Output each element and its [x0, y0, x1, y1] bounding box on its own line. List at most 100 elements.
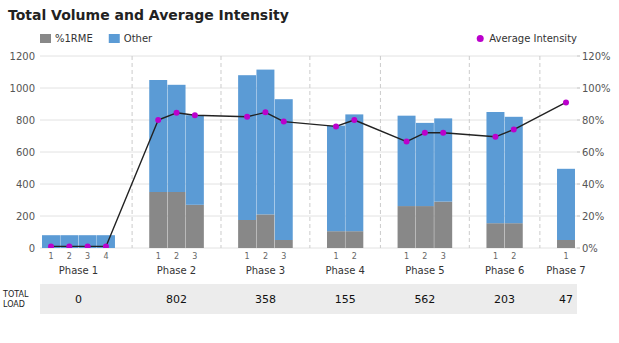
- bar: [256, 70, 274, 215]
- bar: [416, 206, 434, 248]
- y2-tick-label: 20%: [582, 211, 604, 222]
- group-label: Phase 2: [157, 265, 196, 276]
- y2-tick-label: 40%: [582, 179, 604, 190]
- grid-line: [40, 88, 577, 89]
- y2-tick: [577, 88, 580, 89]
- y-tick-label: 800: [16, 115, 35, 126]
- intensity-point: [192, 112, 198, 118]
- bar: [256, 214, 274, 248]
- total-load-value: 358: [255, 293, 276, 306]
- group-label: Phase 1: [59, 265, 98, 276]
- category-label: 3: [192, 252, 197, 261]
- group-label: Phase 3: [246, 265, 285, 276]
- total-load-band: [40, 284, 577, 314]
- category-label: 3: [441, 252, 446, 261]
- y2-tick-label: 0%: [582, 243, 598, 254]
- intensity-point: [155, 117, 161, 123]
- group-label: Phase 5: [405, 265, 444, 276]
- total-load-value: 155: [335, 293, 356, 306]
- y-tick-label: 600: [16, 147, 35, 158]
- y2-tick-label: 60%: [582, 147, 604, 158]
- group-separator: [539, 56, 540, 248]
- category-label: 2: [422, 252, 427, 261]
- intensity-point: [351, 117, 357, 123]
- intensity-point: [85, 243, 91, 248]
- intensity-point: [66, 243, 72, 248]
- group-separator: [380, 56, 381, 248]
- intensity-point: [404, 139, 410, 145]
- bar: [168, 85, 186, 192]
- category-label: 1: [563, 252, 568, 261]
- bar: [168, 192, 186, 248]
- intensity-point: [103, 243, 109, 248]
- intensity-point: [281, 119, 287, 125]
- intensity-line: [51, 102, 566, 246]
- bar: [398, 206, 416, 248]
- bar: [557, 169, 575, 240]
- grid: [40, 56, 577, 248]
- bar: [505, 223, 523, 248]
- category-label: 3: [281, 252, 286, 261]
- intensity-point: [422, 130, 428, 136]
- category-label: 2: [511, 252, 516, 261]
- category-label: 3: [85, 252, 90, 261]
- y-tick-label: 0: [29, 243, 35, 254]
- y-tick-label: 400: [16, 179, 35, 190]
- intensity-point: [174, 110, 180, 116]
- bar: [486, 223, 504, 248]
- bar: [486, 112, 504, 223]
- total-load-label: TOTAL LOAD: [2, 290, 31, 309]
- intensity-point: [262, 109, 268, 115]
- bar: [327, 126, 345, 232]
- category-label: 1: [493, 252, 498, 261]
- legend-swatch: [40, 34, 51, 43]
- group-separator: [469, 56, 470, 248]
- category-label: 2: [174, 252, 179, 261]
- marks: [42, 70, 575, 248]
- total-load-value: 0: [75, 293, 82, 306]
- legend-label: Average Intensity: [489, 33, 577, 44]
- title: Total Volume and Average Intensity: [8, 7, 289, 23]
- y-tick-label: 1200: [10, 51, 35, 62]
- y2-tick: [577, 248, 580, 249]
- bar: [238, 220, 256, 248]
- legend-marker: [477, 35, 484, 42]
- bar: [434, 118, 452, 201]
- legend-label: %1RME: [55, 33, 93, 44]
- bar: [345, 231, 363, 248]
- intensity-point: [492, 134, 498, 140]
- y-tick-label: 1000: [10, 83, 35, 94]
- y2-tick: [577, 152, 580, 153]
- intensity-point: [48, 243, 54, 248]
- bar: [149, 192, 167, 248]
- intensity-point: [511, 127, 517, 133]
- category-label: 1: [404, 252, 409, 261]
- total-load-value: 562: [414, 293, 435, 306]
- y2-tick: [577, 216, 580, 217]
- bar: [186, 115, 204, 205]
- total-load-value: 802: [166, 293, 187, 306]
- y2-tick-label: 80%: [582, 115, 604, 126]
- group-label: Phase 4: [325, 265, 364, 276]
- group-label: Phase 7: [546, 265, 585, 276]
- category-label: 1: [245, 252, 250, 261]
- bar: [327, 231, 345, 248]
- y2-tick-label: 120%: [582, 51, 611, 62]
- bar: [557, 240, 575, 248]
- group-separator: [220, 56, 221, 248]
- category-label: 1: [156, 252, 161, 261]
- bar: [275, 240, 293, 248]
- group-separator: [309, 56, 310, 248]
- grid-line: [40, 56, 577, 57]
- category-label: 2: [263, 252, 268, 261]
- bar: [186, 205, 204, 248]
- chart: Total Volume and Average Intensity 0 200 40…: [0, 0, 619, 343]
- category-label: 2: [67, 252, 72, 261]
- bar: [345, 114, 363, 231]
- total-load-value: 47: [559, 293, 573, 306]
- intensity-point: [333, 123, 339, 129]
- bar: [398, 116, 416, 206]
- legend-swatch: [109, 34, 120, 43]
- y-tick-label: 200: [16, 211, 35, 222]
- intensity-point: [440, 130, 446, 136]
